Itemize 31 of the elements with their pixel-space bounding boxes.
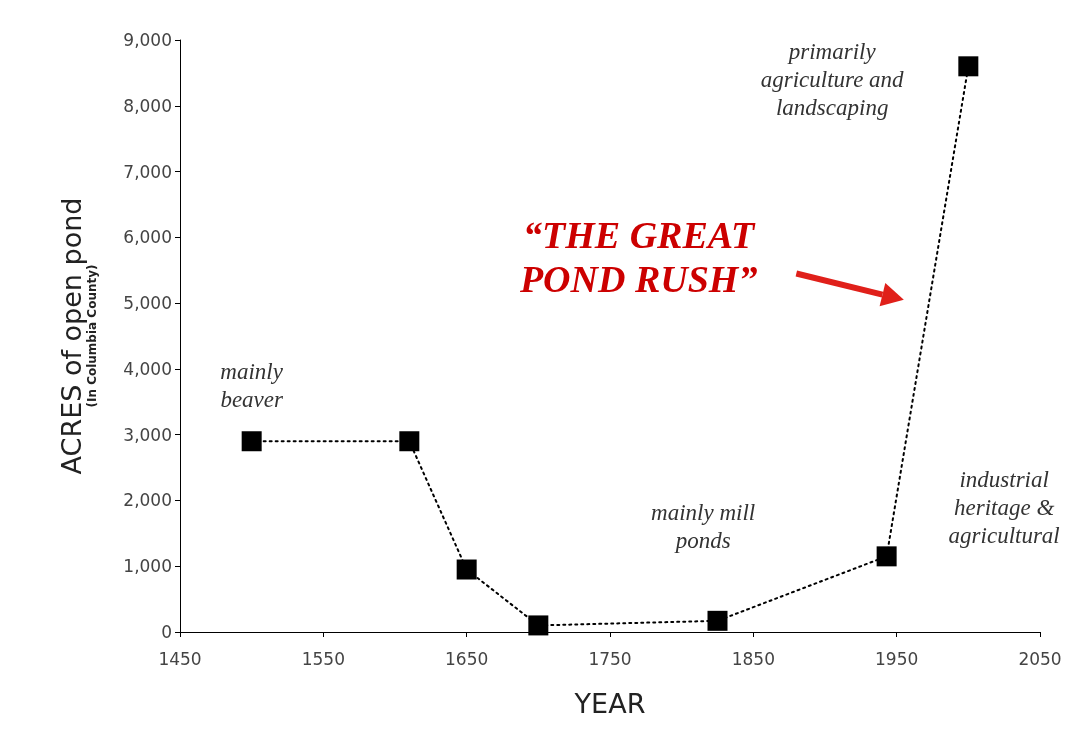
point (528, 615, 549, 636)
x-tick-label: 1550 (301, 648, 345, 669)
y-tick-label: 5,000 (123, 293, 172, 314)
point (876, 546, 897, 567)
point (958, 56, 979, 77)
y-axis-title: ACRES of open pond (In Columbia County) (55, 197, 99, 475)
y-tick-label: 0 (161, 622, 172, 642)
point (241, 431, 262, 452)
annotation: industrial heritage & agricultural (948, 466, 1060, 548)
annotation: primarily agriculture and landscaping (760, 38, 905, 120)
y-tick-label: 7,000 (123, 161, 172, 182)
x-axis-title: YEAR (573, 688, 646, 719)
y-tick-label: 9,000 (123, 30, 172, 50)
y-tick-label: 2,000 (123, 490, 172, 511)
x-tick-label: 1950 (875, 648, 919, 669)
annotation: mainly mill ponds (651, 500, 756, 554)
x-tick-label: 1650 (445, 648, 489, 669)
y-tick-label: 4,000 (123, 358, 172, 379)
y-tick-label: 1,000 (123, 556, 172, 577)
point (707, 610, 728, 631)
annotation: mainly beaver (220, 358, 284, 412)
x-tick-label: 2050 (1018, 648, 1062, 669)
point (399, 431, 420, 452)
y-tick-label: 6,000 (123, 227, 172, 248)
y-tick-label: 3,000 (123, 424, 172, 445)
annotation: “THE GREAT POND RUSH” (518, 214, 758, 301)
x-tick-label: 1450 (158, 648, 202, 669)
point (456, 559, 477, 580)
x-tick-label: 1850 (731, 648, 775, 669)
x-tick-label: 1750 (588, 648, 632, 669)
y-tick-label: 8,000 (123, 95, 172, 116)
